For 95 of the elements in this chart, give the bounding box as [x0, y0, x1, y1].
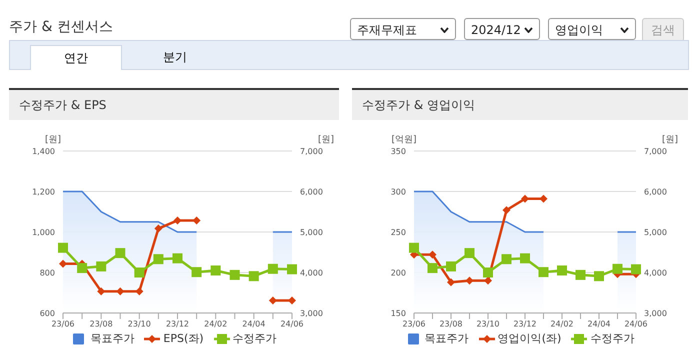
point — [464, 248, 474, 258]
point — [447, 278, 455, 286]
y-tick-label: 200 — [390, 268, 406, 278]
point — [502, 206, 510, 214]
point — [210, 265, 221, 276]
text: 연간 — [30, 45, 122, 70]
point — [58, 242, 68, 253]
point — [230, 270, 240, 280]
point — [154, 224, 162, 233]
y-tick-label: 300 — [390, 187, 406, 196]
y-tick-label: 1,000 — [32, 228, 55, 237]
point — [172, 253, 182, 264]
point — [484, 276, 492, 285]
point — [446, 261, 456, 272]
y-tick-label: 800 — [40, 268, 55, 278]
chart-title: 수정주가 & 영업이익 — [352, 88, 688, 120]
point — [409, 242, 419, 253]
y2-tick-label: 4,000 — [300, 268, 323, 278]
y2-tick-label: 3,000 — [300, 308, 323, 318]
x-tick-label: 23/06 — [402, 320, 426, 329]
point — [540, 194, 548, 203]
text: 2024/12 — [464, 18, 540, 40]
point — [428, 263, 438, 274]
point — [428, 250, 436, 259]
y2-tick-label: 3,000 — [644, 308, 667, 318]
y-tick-label: 1,200 — [32, 187, 55, 196]
y-tick-label: 350 — [390, 146, 406, 156]
point — [59, 260, 67, 268]
y-tick-label: 250 — [390, 228, 406, 237]
x-tick-label: 24/02 — [204, 320, 228, 329]
point — [115, 248, 126, 258]
point — [192, 267, 202, 278]
point — [268, 296, 277, 304]
point — [116, 287, 124, 296]
y-axis-title: [억원] — [390, 134, 418, 146]
y2-tick-label: 4,000 — [644, 268, 667, 278]
point — [192, 216, 201, 224]
point — [135, 287, 144, 296]
point — [576, 270, 586, 280]
point — [538, 267, 548, 278]
x-tick-label: 23/08 — [439, 320, 463, 329]
point — [153, 254, 164, 264]
x-tick-label: 23/08 — [90, 320, 113, 329]
y-axis-title: [원] — [44, 134, 62, 146]
point — [97, 287, 106, 296]
text: 분기 — [162, 49, 188, 66]
point — [502, 254, 512, 264]
x-tick-label: 23/12 — [166, 320, 190, 329]
x-tick-label: 23/10 — [128, 320, 151, 329]
point — [288, 296, 296, 304]
x-tick-label: 23/12 — [513, 320, 537, 329]
legend-label: 영업이익(좌) — [498, 331, 562, 346]
point — [77, 263, 88, 274]
y2-tick-label: 7,000 — [644, 146, 667, 156]
text: 주재무제표 — [350, 18, 456, 40]
legend-label: 목표주가 — [424, 331, 469, 346]
legend-label: 목표주가 — [90, 331, 134, 346]
point — [631, 264, 641, 274]
chart-title: 수정주가 & EPS — [9, 88, 339, 120]
text: 영업이익 — [548, 18, 636, 40]
point — [594, 271, 604, 282]
x-tick-label: 24/04 — [587, 320, 611, 329]
x-tick-label: 24/04 — [242, 320, 266, 329]
y-tick-label: 1,400 — [32, 146, 55, 156]
point — [521, 194, 529, 203]
legend-label: EPS(좌) — [163, 331, 204, 346]
y2-tick-label: 7,000 — [300, 146, 323, 156]
x-tick-label: 24/02 — [550, 320, 574, 329]
point — [268, 264, 278, 274]
y-tick-label: 150 — [390, 308, 406, 318]
text: 주가 & 컨센서스 — [9, 18, 113, 36]
point — [483, 268, 493, 278]
x-tick-label: 24/06 — [280, 320, 304, 329]
point — [557, 265, 567, 276]
x-tick-label: 23/10 — [476, 320, 500, 329]
y2-tick-label: 5,000 — [644, 228, 667, 237]
y-tick-label: 600 — [40, 308, 55, 318]
point — [287, 264, 297, 274]
y2-tick-label: 6,000 — [300, 187, 323, 196]
y2-axis-title: [원] — [316, 134, 336, 146]
point — [520, 253, 530, 264]
point — [466, 276, 474, 285]
point — [96, 261, 106, 272]
text: 검색 — [642, 18, 684, 42]
point — [612, 264, 622, 274]
x-tick-label: 23/06 — [51, 320, 75, 329]
y2-tick-label: 6,000 — [644, 187, 667, 196]
y2-tick-label: 5,000 — [300, 228, 323, 237]
point — [248, 271, 259, 282]
x-tick-label: 24/06 — [624, 320, 648, 329]
point — [134, 268, 144, 278]
point — [174, 216, 182, 224]
legend-label: 수정주가 — [232, 331, 277, 346]
legend-label: 수정주가 — [590, 331, 634, 346]
y2-axis-title: [원] — [660, 134, 680, 146]
